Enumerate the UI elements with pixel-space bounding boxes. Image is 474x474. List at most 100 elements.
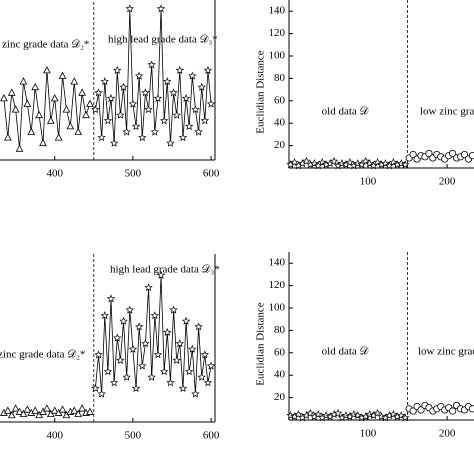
data-point: [3, 406, 12, 414]
data-point: [401, 413, 410, 422]
data-point: [169, 88, 178, 97]
x-tick-label: 400: [46, 168, 63, 180]
y-tick-label: 120: [269, 279, 286, 291]
data-point: [159, 116, 169, 125]
data-point: [156, 270, 166, 279]
data-point: [128, 99, 138, 108]
data-point: [166, 378, 175, 387]
data-point: [468, 405, 474, 413]
y-tick-label: 80: [274, 324, 286, 336]
data-point: [74, 409, 83, 418]
data-point: [7, 88, 16, 96]
data-point: [181, 93, 191, 102]
data-point: [159, 367, 169, 376]
data-point: [156, 4, 166, 13]
data-point: [66, 122, 75, 130]
data-point: [200, 350, 210, 359]
x-tick-label: 400: [46, 430, 63, 442]
data-point: [78, 88, 86, 96]
data-point: [153, 93, 163, 102]
data-point: [122, 372, 131, 381]
data-point: [113, 65, 122, 74]
data-point: [175, 339, 185, 348]
annotation: high lead grade data 𝒟₃*: [110, 264, 220, 276]
data-point: [43, 404, 51, 412]
data-point: [11, 404, 20, 412]
data-point: [417, 406, 425, 414]
data-point: [35, 110, 43, 119]
data-point: [113, 333, 122, 342]
data-point: [0, 94, 8, 102]
data-point: [150, 311, 159, 320]
y-tick-label: 20: [274, 139, 286, 151]
annotation: old data 𝒟: [322, 346, 369, 358]
data-point: [97, 133, 106, 142]
data-point: [314, 409, 323, 418]
data-point: [100, 311, 109, 320]
data-point: [169, 305, 178, 314]
data-point: [468, 152, 474, 160]
data-point: [23, 405, 32, 413]
data-point: [7, 410, 16, 419]
data-point: [23, 99, 32, 107]
data-line: [94, 8, 212, 144]
data-point: [134, 71, 144, 80]
y-tick-label: 120: [269, 27, 286, 39]
data-point: [153, 350, 163, 359]
data-point: [333, 408, 343, 417]
y-axis-label: Euclidian Distance: [255, 50, 267, 134]
data-point: [373, 408, 382, 417]
data-point: [185, 367, 194, 376]
data-point: [178, 383, 188, 392]
data-point: [91, 383, 100, 392]
data-point: [103, 116, 113, 125]
data-point: [86, 99, 94, 107]
data-point: [128, 344, 138, 353]
data-point: [147, 372, 156, 381]
data-point: [86, 407, 94, 415]
data-point: [138, 133, 147, 142]
data-point: [197, 372, 206, 381]
data-point: [175, 65, 185, 74]
x-tick-label: 600: [203, 430, 220, 442]
data-point: [54, 133, 63, 141]
data-point: [15, 407, 24, 415]
data-point: [134, 322, 144, 331]
data-point: [11, 105, 20, 113]
data-point: [166, 138, 175, 147]
data-point: [106, 93, 116, 102]
data-point: [197, 82, 206, 91]
annotation: low zinc grade: [420, 106, 474, 118]
data-point: [181, 316, 191, 325]
annotation: high lead grade data 𝒟₃*: [108, 34, 218, 46]
data-point: [290, 157, 299, 166]
data-point: [203, 65, 213, 74]
data-point: [78, 404, 86, 412]
data-point: [91, 105, 100, 114]
data-point: [163, 327, 172, 336]
data-point: [50, 94, 59, 102]
data-point: [345, 157, 355, 166]
data-point: [31, 82, 40, 91]
data-point: [100, 77, 109, 86]
data-point: [19, 77, 28, 85]
data-point: [109, 138, 119, 147]
data-point: [188, 344, 197, 353]
data-point: [116, 110, 125, 119]
x-tick-label: 600: [203, 168, 220, 180]
data-point: [172, 355, 181, 364]
data-point: [460, 150, 469, 159]
data-point: [147, 60, 156, 69]
data-point: [206, 361, 216, 370]
y-tick-label: 20: [274, 391, 286, 403]
data-point: [58, 71, 67, 79]
y-tick-label: 60: [274, 94, 286, 106]
data-point: [425, 149, 433, 158]
data-point: [178, 133, 188, 142]
x-tick-label: 100: [360, 428, 377, 440]
x-tick-label: 500: [125, 168, 142, 180]
x-tick-label: 200: [439, 428, 456, 440]
data-point: [50, 406, 59, 414]
data-point: [194, 127, 203, 136]
